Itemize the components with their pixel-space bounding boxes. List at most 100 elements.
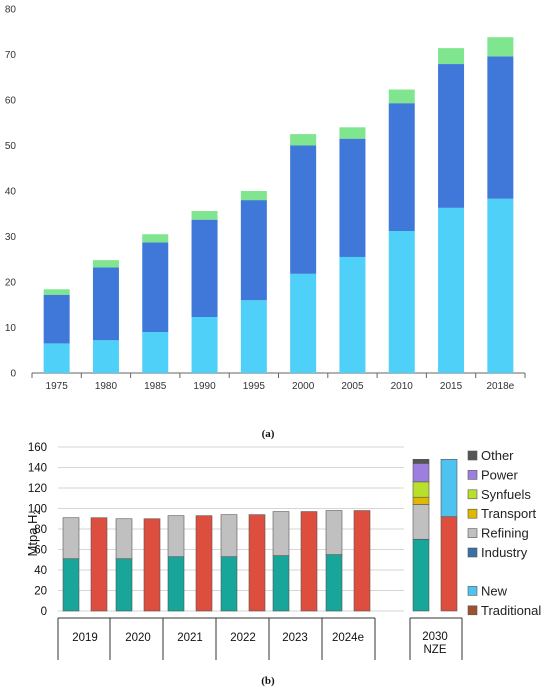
panel-b-group-label: 2019 (72, 632, 98, 644)
panel-b-bar-segment-refining (412, 504, 430, 540)
panel-a-y-tick-label: 70 (5, 50, 17, 61)
panel-b-y-tick-label: 20 (34, 586, 47, 598)
panel-a-bar-segment-s2 (191, 219, 218, 318)
panel-b-bar-segment-refining (115, 518, 133, 560)
panel-b-y-tick-label: 160 (28, 442, 47, 454)
panel-b-y-tick-label: 100 (28, 504, 47, 516)
panel-b-bar-segment-transport (412, 496, 430, 505)
panel-b-bar-segment-refining (325, 510, 343, 555)
panel-b-y-tick-label: 0 (41, 606, 47, 618)
panel-b-legend-label: Power (481, 467, 519, 482)
panel-a-bar-segment-s3 (487, 37, 514, 57)
panel-b-legend-swatch (467, 450, 478, 461)
panel-b-bar-segment-refining (62, 517, 80, 560)
panel-b-group-label: 2020 (125, 632, 151, 644)
panel-b-bar-segment-synfuels (412, 481, 430, 498)
panel-b-bar-segment-refining (220, 514, 238, 557)
panel-a-bar-segment-s3 (339, 127, 366, 139)
panel-a-bar-segment-s1 (487, 198, 514, 373)
panel-b-legend-label: Transport (481, 506, 537, 521)
panel-b-legend-swatch (467, 508, 478, 519)
panel-b-legend-swatch (467, 528, 478, 538)
panel-a-y-tick-label: 50 (5, 141, 17, 152)
panel-a-x-tick-label: 1975 (46, 381, 69, 392)
panel-b-bar-segment-traditional (143, 518, 161, 612)
panel-b-bar-segment-industry (115, 558, 133, 612)
panel-b-bar-segment-traditional (248, 514, 266, 612)
panel-a-chart: 0 10 20 30 40 50 60 70 80 1975 1980 1985 1990 1995 200… (5, 5, 526, 393)
panel-b-bar-segment-other (412, 458, 430, 464)
panel-a-bar-segment-s1 (191, 317, 218, 373)
panel-b-y-axis-label: Mtpa H2 (25, 510, 42, 557)
panel-a-caption: (a) (262, 428, 275, 440)
panel-a-bar-segment-s2 (142, 242, 169, 333)
panel-a-bar-segment-s2 (43, 294, 70, 344)
panel-a-tick-labels: 0 10 20 30 40 50 60 70 80 1975 1980 1985 1990 1995 200… (5, 5, 515, 393)
panel-a-bar-segment-s2 (290, 145, 317, 274)
panel-b-y-axis-label-subscript: 2 (32, 510, 42, 515)
panel-b-group-label: 2023 (282, 632, 308, 644)
panel-a-x-tick-label: 1990 (193, 381, 216, 392)
panel-b-legend-swatch (467, 470, 478, 480)
panel-a-bar-segment-s2 (339, 138, 366, 257)
panel-a-y-tick-label: 0 (10, 369, 16, 380)
panel-a-bar-segment-s2 (487, 56, 514, 199)
panel-a-bar-segment-s1 (92, 340, 119, 373)
panel-b-bar-segment-new (440, 458, 458, 517)
panel-b-bar-segment-industry (325, 554, 343, 612)
panel-b-caption: (b) (261, 675, 275, 687)
panel-a-bar-segment-s3 (290, 134, 317, 146)
panel-a-y-tick-label: 80 (5, 5, 17, 16)
panel-b-group-label: 2024e (332, 632, 364, 644)
panel-a-y-tick-label: 60 (5, 96, 17, 107)
panel-b-tick-labels: 0 20 40 60 80 100 120 140 160 (28, 442, 47, 618)
panel-b-bars (62, 458, 458, 612)
panel-b-bar-segment-industry (220, 556, 238, 612)
panel-a-bar-segment-s2 (388, 103, 415, 232)
panel-a-bar-segment-s1 (438, 207, 465, 373)
panel-a-y-tick-label: 20 (5, 278, 17, 289)
panel-b-bar-segment-traditional (90, 517, 108, 612)
panel-a-bar-segment-s1 (43, 343, 70, 373)
panel-a-bar-segment-s1 (388, 231, 415, 373)
panel-a-bar-segment-s1 (290, 273, 317, 373)
panel-a-x-tick-label: 1980 (95, 381, 118, 392)
panel-b-legend-swatch (467, 547, 478, 558)
panel-b-y-tick-label: 60 (34, 545, 47, 557)
panel-b-y-tick-label: 40 (34, 565, 47, 577)
panel-a-x-tick-label: 1995 (243, 381, 266, 392)
panel-a-bar-segment-s2 (92, 267, 119, 341)
panel-a-bar-segment-s2 (240, 200, 267, 301)
panel-b-group-label: 2030 (422, 631, 448, 643)
panel-b-legend-label: Synfuels (481, 487, 531, 502)
panel-a-y-tick-label: 30 (5, 232, 17, 243)
panel-b-bar-segment-refining (167, 515, 185, 557)
panel-b-y-tick-label: 140 (28, 463, 47, 475)
panel-a-bar-segment-s1 (142, 332, 169, 373)
panel-b-legend-swatch (467, 586, 478, 596)
panel-a-bar-segment-s3 (43, 289, 70, 295)
panel-b-bar-segment-industry (167, 556, 185, 612)
panel-a-bar-segment-s3 (92, 260, 119, 268)
panel-a-bar-segment-s3 (191, 211, 218, 220)
panel-b-legend-label: Traditional (481, 603, 541, 618)
panel-a-bar-segment-s1 (339, 256, 366, 373)
panel-a-y-tick-label: 10 (5, 323, 17, 334)
panel-a-bar-segment-s3 (388, 89, 415, 104)
panel-a-x-tick-label: 2015 (440, 381, 463, 392)
panel-b-bar-segment-traditional (195, 515, 213, 612)
panel-a-x-tick-label: 2010 (391, 381, 414, 392)
panel-a-x-tick-label: 2005 (341, 381, 364, 392)
panel-b-bar-segment-power (412, 463, 430, 483)
panel-a-x-tick-label: 1985 (144, 381, 167, 392)
panel-b-legend-label: Industry (481, 545, 528, 560)
panel-b-group-label: NZE (424, 644, 447, 656)
panel-b-bar-segment-industry (62, 558, 80, 612)
panel-b-bar-segment-traditional (300, 511, 318, 612)
panel-b-legend: Other Power Synfuels Transport Refining Indus… (467, 448, 541, 618)
panel-b-group-label: 2021 (177, 632, 203, 644)
panel-b-legend-label: New (481, 583, 508, 598)
